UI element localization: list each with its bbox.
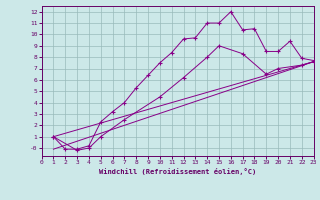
X-axis label: Windchill (Refroidissement éolien,°C): Windchill (Refroidissement éolien,°C) [99,168,256,175]
